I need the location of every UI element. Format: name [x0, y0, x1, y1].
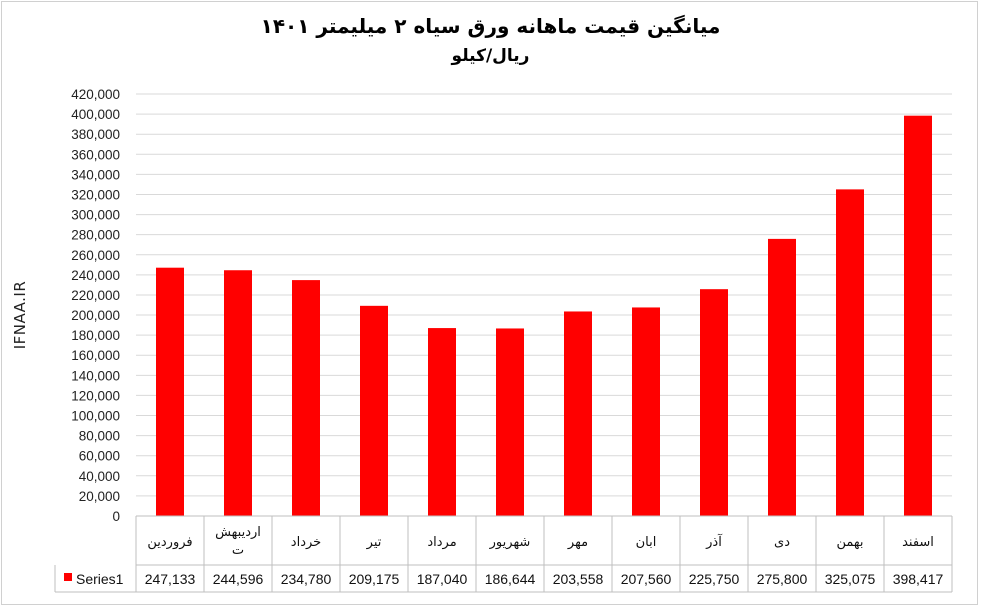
y-tick-label: 300,000	[71, 208, 120, 223]
legend-label: Series1	[76, 571, 124, 587]
bar	[360, 305, 388, 516]
y-tick-label: 120,000	[71, 388, 120, 403]
y-tick-label: 220,000	[71, 288, 120, 303]
y-tick-label: 200,000	[71, 308, 120, 323]
data-label: 275,800	[757, 571, 808, 587]
data-label: 187,040	[417, 571, 468, 587]
y-tick-label: 0	[112, 509, 120, 524]
category-label: ت	[232, 543, 244, 558]
category-label: آذر	[705, 533, 723, 550]
bar	[768, 238, 796, 517]
legend-key	[64, 573, 72, 581]
y-tick-label: 80,000	[79, 429, 120, 444]
y-tick-label: 280,000	[71, 228, 120, 243]
data-label: 225,750	[689, 571, 740, 587]
y-tick-label: 360,000	[71, 147, 120, 162]
y-tick-label: 400,000	[71, 107, 120, 122]
y-tick-label: 100,000	[71, 409, 120, 424]
data-label: 234,780	[281, 571, 332, 587]
data-label: 325,075	[825, 571, 876, 587]
bar	[156, 267, 184, 516]
category-label: مهر	[567, 535, 588, 550]
y-tick-label: 140,000	[71, 368, 120, 383]
data-label: 247,133	[145, 571, 196, 587]
data-label: 186,644	[485, 571, 536, 587]
category-label: مرداد	[427, 535, 456, 550]
category-label: ابان	[636, 535, 657, 550]
category-label: بهمن	[836, 535, 863, 550]
bar	[564, 311, 592, 516]
bar	[904, 115, 932, 516]
y-tick-label: 340,000	[71, 167, 120, 182]
data-label: 244,596	[213, 571, 264, 587]
category-label: تیر	[366, 535, 382, 550]
y-tick-label: 240,000	[71, 268, 120, 283]
y-tick-label: 180,000	[71, 328, 120, 343]
y-tick-label: 60,000	[79, 449, 120, 464]
bar	[496, 328, 524, 516]
category-label: دی	[774, 535, 790, 550]
y-tick-label: 40,000	[79, 469, 120, 484]
category-label: شهریور	[489, 535, 531, 550]
chart-title: میانگین قیمت ماهانه ورق سیاه ۲ میلیمتر ۱…	[260, 14, 721, 38]
data-label: 203,558	[553, 571, 604, 587]
bar	[292, 280, 320, 516]
data-label: 207,560	[621, 571, 672, 587]
chart-subtitle: ریال/کیلو	[451, 46, 530, 66]
y-tick-label: 320,000	[71, 187, 120, 202]
y-tick-label: 20,000	[79, 489, 120, 504]
data-label: 398,417	[893, 571, 944, 587]
bar	[224, 270, 252, 516]
bar	[632, 307, 660, 516]
category-label: اسفند	[902, 535, 934, 550]
category-label: اردیبهش	[215, 525, 261, 540]
bar	[428, 328, 456, 516]
bar	[700, 289, 728, 516]
category-label: خرداد	[291, 535, 321, 550]
y-tick-label: 160,000	[71, 348, 120, 363]
bar	[836, 189, 864, 517]
data-label: 209,175	[349, 571, 400, 587]
category-label: فروردین	[147, 535, 192, 550]
y-tick-label: 380,000	[71, 127, 120, 142]
y-tick-label: 260,000	[71, 248, 120, 263]
y-tick-label: 420,000	[71, 87, 120, 102]
